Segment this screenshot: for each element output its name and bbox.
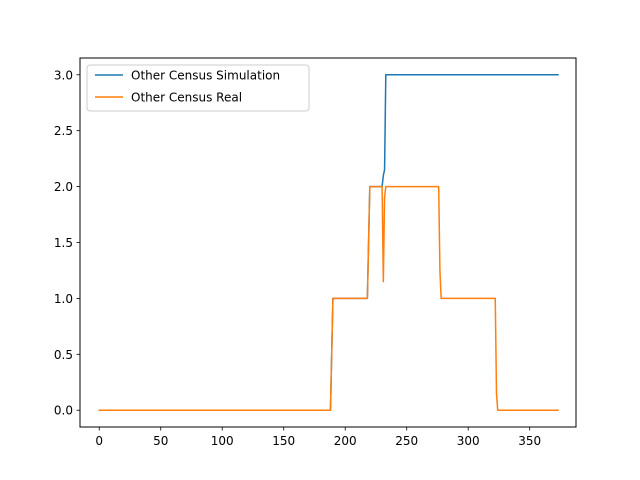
y-tick-label: 3.0	[54, 68, 73, 82]
legend: Other Census Simulation Other Census Real	[86, 64, 310, 112]
legend-label-2: Other Census Real	[131, 91, 242, 105]
legend-box	[86, 64, 310, 112]
x-tick-label: 100	[211, 434, 234, 448]
x-tick-label: 50	[153, 434, 168, 448]
x-tick-label: 200	[334, 434, 357, 448]
x-tick-label: 150	[272, 434, 295, 448]
y-tick-label: 0.5	[54, 348, 73, 362]
legend-label-1: Other Census Simulation	[131, 69, 280, 83]
x-tick-label: 0	[95, 434, 103, 448]
y-tick-label: 2.5	[54, 124, 73, 138]
y-tick-label: 1.5	[54, 236, 73, 250]
y-tick-label: 0.0	[54, 404, 73, 418]
plot-area	[98, 74, 559, 411]
x-tick-label: 300	[457, 434, 480, 448]
x-tick-label: 250	[395, 434, 418, 448]
x-tick-label: 350	[518, 434, 541, 448]
y-axis: 0.0 0.5 1.0 1.5 2.0 2.5 3.0	[54, 68, 80, 418]
x-axis: 0 50 100 150 200 250 300 350	[95, 427, 541, 448]
y-tick-label: 2.0	[54, 180, 73, 194]
series-line-2	[98, 185, 559, 411]
y-tick-label: 1.0	[54, 292, 73, 306]
